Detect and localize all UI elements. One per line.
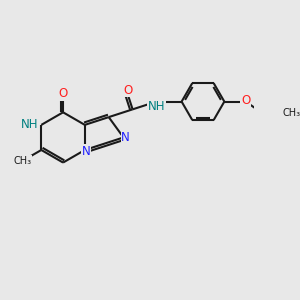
Text: NH: NH [148, 100, 165, 112]
Text: CH₃: CH₃ [282, 108, 300, 118]
Text: O: O [241, 94, 250, 107]
Text: O: O [123, 84, 133, 97]
Text: O: O [58, 87, 68, 100]
Text: N: N [82, 145, 91, 158]
Text: NH: NH [21, 118, 39, 131]
Text: CH₃: CH₃ [14, 156, 32, 166]
Text: N: N [121, 131, 130, 144]
